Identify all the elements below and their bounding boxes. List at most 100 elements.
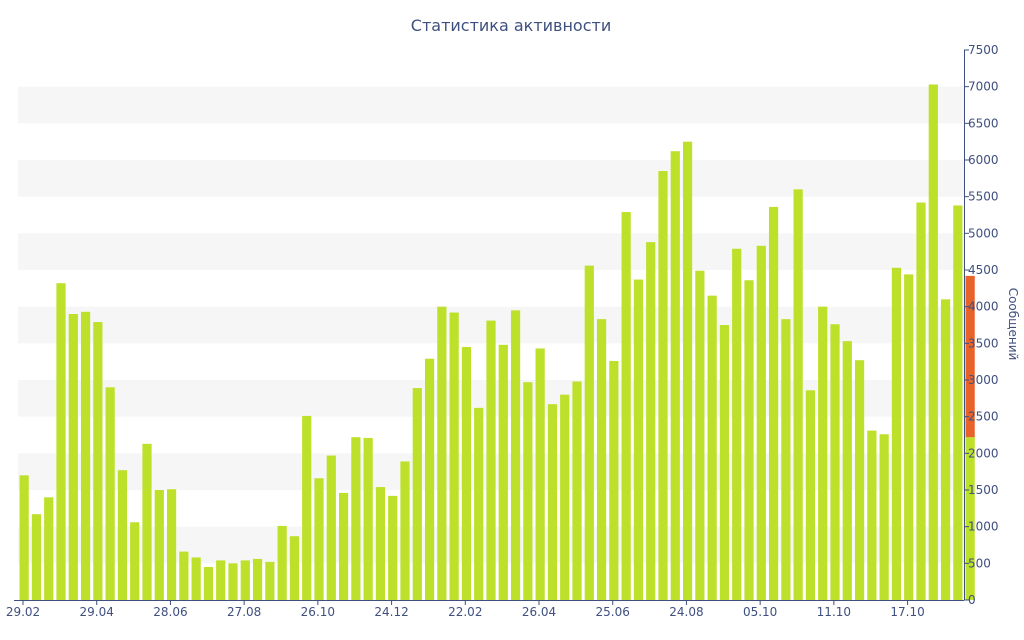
bar [338, 492, 349, 600]
bar [461, 347, 472, 600]
bar [830, 324, 840, 600]
bar [449, 312, 459, 600]
bar [179, 551, 189, 600]
y-axis-label: Сообщений [1006, 288, 1020, 361]
bar [596, 319, 607, 600]
y-tick-label: 2000 [968, 446, 999, 460]
bar [486, 320, 496, 600]
y-tick-label: 5000 [968, 226, 999, 240]
bar [768, 206, 779, 600]
x-tick-label: 24.08 [669, 605, 703, 619]
bar [940, 299, 951, 600]
bar [756, 245, 766, 601]
bar [560, 394, 570, 600]
bar [953, 205, 963, 600]
bar-current-highlight [965, 275, 975, 438]
bar [265, 561, 275, 600]
x-tick-label: 05.10 [743, 605, 777, 619]
bar [166, 489, 177, 600]
bar [781, 319, 791, 600]
bar [744, 280, 754, 600]
y-tick-label: 3000 [968, 373, 999, 387]
bar [93, 322, 103, 600]
bar [879, 434, 889, 600]
bar-current-base [965, 437, 975, 600]
y-tick-label: 3500 [968, 336, 999, 350]
bar [154, 490, 164, 600]
bar [252, 558, 263, 600]
bar [818, 306, 828, 600]
x-tick-label: 29.02 [6, 605, 40, 619]
bar [216, 560, 226, 600]
bar [572, 381, 582, 600]
x-tick-label: 17.10 [890, 605, 924, 619]
bar [203, 567, 214, 600]
bar [621, 212, 631, 601]
bar [68, 314, 78, 600]
bar [302, 415, 312, 600]
bar [289, 536, 300, 600]
bar [670, 151, 680, 600]
y-tick-label: 7000 [968, 80, 999, 94]
bar [400, 461, 410, 600]
bar [437, 306, 447, 600]
y-tick-label: 5500 [968, 190, 999, 204]
x-tick-label: 29.04 [80, 605, 114, 619]
bar [80, 311, 91, 600]
bar [584, 265, 594, 600]
bar [732, 248, 742, 600]
bar [510, 310, 521, 600]
bar [916, 202, 926, 601]
bar [682, 141, 693, 600]
x-tick-label: 11.10 [817, 605, 851, 619]
bar [363, 437, 373, 600]
bar [191, 557, 201, 600]
bar [277, 525, 287, 600]
bar [56, 283, 66, 600]
bar [375, 487, 386, 600]
bar [707, 295, 717, 600]
y-tick-label: 4000 [968, 300, 999, 314]
bar [498, 344, 508, 600]
grid-band [18, 160, 964, 197]
bar [904, 274, 914, 600]
bar [228, 563, 238, 600]
bar [31, 514, 42, 600]
bar [474, 407, 484, 600]
y-tick-label: 6000 [968, 153, 999, 167]
chart-title: Статистика активности [411, 16, 611, 35]
x-tick-label: 26.10 [301, 605, 335, 619]
bar [142, 443, 152, 600]
bar [547, 404, 558, 600]
bar-series [19, 84, 975, 601]
grid-band [18, 86, 964, 124]
bar [535, 348, 545, 600]
y-tick-label: 6500 [968, 116, 999, 130]
y-axis: 0 500 1000 1500 2000 2500 3000 3500 4000 4500 5000… [964, 43, 999, 607]
y-tick-label: 1000 [968, 520, 999, 534]
y-tick-label: 4500 [968, 263, 999, 277]
y-tick-label: 7500 [968, 43, 999, 57]
bar [105, 387, 115, 600]
y-tick-label: 2500 [968, 410, 999, 424]
x-axis: 29.02 29.04 28.06 27.08 26.10 24.12 22.02 26.04… [6, 600, 964, 619]
bar [388, 495, 398, 600]
bar [719, 325, 730, 600]
bar [117, 470, 128, 600]
bar [854, 360, 865, 600]
bar [609, 360, 619, 600]
bar [19, 475, 29, 600]
bar [412, 388, 422, 600]
bar [314, 478, 324, 600]
x-tick-label: 28.06 [153, 605, 187, 619]
bar [867, 430, 877, 600]
x-tick-label: 22.02 [448, 605, 482, 619]
y-tick-label: 0 [968, 593, 976, 607]
y-tick-label: 1500 [968, 483, 999, 497]
x-tick-label: 24.12 [374, 605, 408, 619]
bar [646, 242, 656, 600]
bar [928, 84, 938, 600]
bar [240, 560, 250, 600]
x-tick-label: 27.08 [227, 605, 261, 619]
